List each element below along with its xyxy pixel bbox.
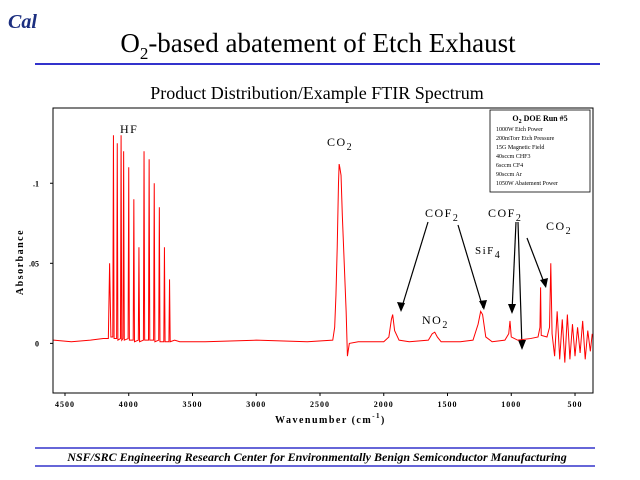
legend-line: 1050W Abatement Power bbox=[496, 181, 558, 187]
annotation-text: COF bbox=[488, 206, 516, 220]
arrowhead bbox=[540, 278, 548, 288]
x-axis-label: Wavenumber (cm-1) bbox=[275, 412, 386, 426]
arrow bbox=[511, 221, 517, 313]
legend-line: 200mTorr Etch Pressure bbox=[496, 136, 555, 142]
annotation: SiF4 bbox=[475, 245, 501, 261]
x-label-main: Wavenumber (cm bbox=[275, 415, 372, 426]
annotation-sub: 2 bbox=[566, 226, 573, 237]
annotation-sub: 4 bbox=[495, 250, 502, 261]
annotation: NO2 bbox=[422, 313, 449, 331]
y-tick-label: .1 bbox=[33, 179, 39, 188]
x-tick-label: 1000 bbox=[501, 400, 521, 409]
plot-frame bbox=[52, 107, 594, 394]
x-label-rest: ) bbox=[381, 415, 386, 426]
arrow bbox=[526, 237, 546, 286]
x-tick-label: 2500 bbox=[310, 400, 330, 409]
legend-title-sub: 2 bbox=[519, 119, 522, 125]
arrow bbox=[517, 221, 523, 349]
y-tick-label: 0 bbox=[35, 339, 39, 348]
annotation: COF2 bbox=[488, 206, 522, 224]
arrowhead bbox=[397, 302, 405, 312]
title-rest: -based abatement of Etch Exhaust bbox=[148, 28, 516, 58]
footer: NSF/SRC Engineering Research Center for … bbox=[66, 450, 566, 464]
arrow bbox=[400, 221, 429, 311]
x-tick-label: 500 bbox=[568, 400, 583, 409]
legend-line: 1000W Etch Power bbox=[496, 127, 543, 133]
annotation-text: CO bbox=[327, 135, 347, 149]
logo: Cal bbox=[8, 11, 37, 33]
spectrum-line bbox=[53, 135, 593, 363]
x-tick-label: 1500 bbox=[438, 400, 458, 409]
annotation-text: HF bbox=[120, 122, 138, 136]
arrowhead bbox=[508, 304, 516, 314]
y-axis-label: Absorbance bbox=[15, 229, 26, 295]
x-tick-label: 4500 bbox=[55, 400, 75, 409]
annotation: COF2 bbox=[425, 206, 459, 224]
annotation-text: SiF bbox=[475, 245, 495, 257]
arrows bbox=[400, 221, 546, 349]
legend-title: O2 DOE Run #5 bbox=[512, 114, 567, 125]
annotation: HF bbox=[120, 122, 138, 136]
annotation-sub: 2 bbox=[516, 213, 523, 224]
legend-box bbox=[489, 109, 591, 193]
arrowhead bbox=[518, 340, 526, 350]
arrowhead bbox=[479, 300, 487, 310]
legend-title-rest: DOE Run #5 bbox=[522, 114, 568, 123]
x-tick-label: 3500 bbox=[182, 400, 202, 409]
x-tick-label: 2000 bbox=[374, 400, 394, 409]
legend-line: 90sccm Ar bbox=[496, 172, 522, 178]
annotation-sub: 2 bbox=[453, 213, 460, 224]
legend-line: 6sccm CF4 bbox=[496, 163, 523, 169]
title-sub: 2 bbox=[140, 44, 149, 63]
annotation-sub: 2 bbox=[347, 142, 354, 153]
annotation-text: CO bbox=[546, 219, 566, 233]
annotation-sub: 2 bbox=[442, 320, 449, 331]
arrow bbox=[457, 224, 484, 309]
slide-title: O2-based abatement of Etch Exhaust bbox=[120, 28, 516, 63]
x-tick-label: 4000 bbox=[119, 400, 139, 409]
annotation: CO2 bbox=[327, 135, 353, 153]
legend-line: 40sccm CHF3 bbox=[496, 154, 531, 160]
legend-line: 15G Magnetic Field bbox=[496, 145, 544, 151]
annotation: CO2 bbox=[546, 219, 572, 237]
x-tick-label: 3000 bbox=[246, 400, 266, 409]
legend-title-main: O bbox=[512, 114, 518, 123]
annotation-text: NO bbox=[422, 313, 442, 327]
y-tick-label: .05 bbox=[29, 259, 39, 268]
chart-title: Product Distribution/Example FTIR Spectr… bbox=[150, 83, 483, 103]
title-main: O bbox=[120, 28, 140, 58]
annotation-text: COF bbox=[425, 206, 453, 220]
arrowheads bbox=[397, 278, 548, 350]
x-label-sup: -1 bbox=[372, 412, 381, 420]
